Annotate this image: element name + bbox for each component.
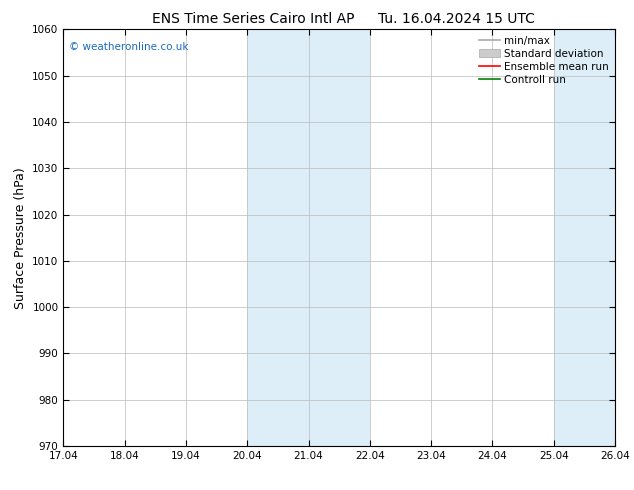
Bar xyxy=(553,29,615,446)
Text: Tu. 16.04.2024 15 UTC: Tu. 16.04.2024 15 UTC xyxy=(378,12,535,26)
Text: ENS Time Series Cairo Intl AP: ENS Time Series Cairo Intl AP xyxy=(152,12,355,26)
Y-axis label: Surface Pressure (hPa): Surface Pressure (hPa) xyxy=(14,167,27,309)
Text: © weatheronline.co.uk: © weatheronline.co.uk xyxy=(69,42,188,52)
Legend: min/max, Standard deviation, Ensemble mean run, Controll run: min/max, Standard deviation, Ensemble me… xyxy=(475,31,613,89)
Bar xyxy=(247,29,370,446)
